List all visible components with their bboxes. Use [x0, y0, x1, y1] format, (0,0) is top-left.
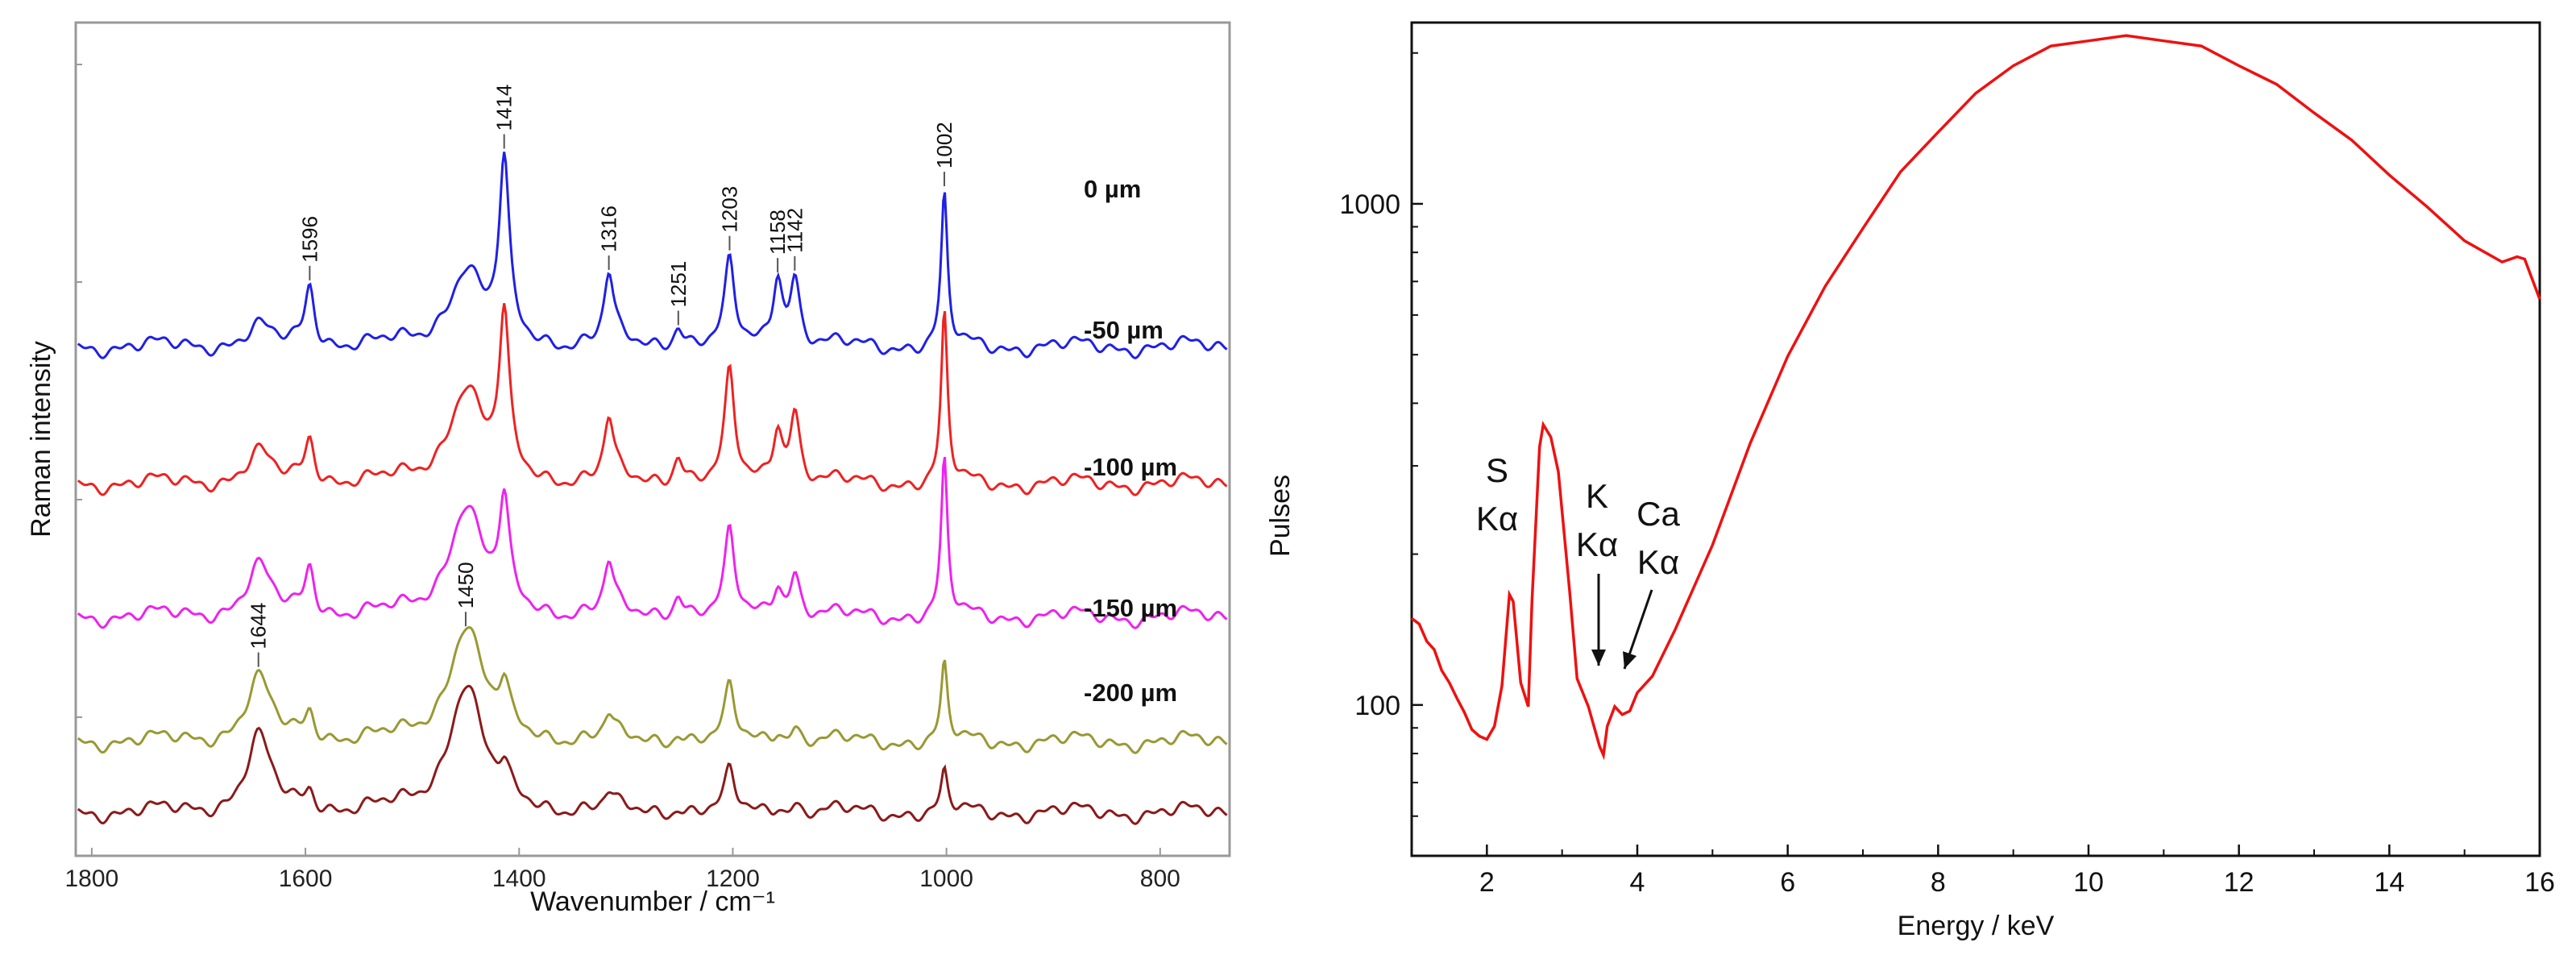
peak-label-1316: 1316 — [597, 205, 621, 252]
xrf-x-tick-14: 14 — [2374, 867, 2404, 898]
peak-label-1203: 1203 — [717, 186, 741, 233]
xrf-y-tick-1000: 1000 — [1339, 189, 1400, 220]
raman-trace-0-m — [77, 152, 1228, 359]
raman-trace-200-m — [77, 684, 1228, 825]
trace-label-50-m: -50 µm — [1084, 316, 1164, 344]
raman-x-tick-1800: 1800 — [65, 865, 119, 892]
annotation-s-line: Kα — [1476, 500, 1518, 538]
trace-label-200-m: -200 µm — [1084, 679, 1177, 707]
raman-trace-100-m — [77, 456, 1228, 629]
xrf-x-tick-6: 6 — [1780, 867, 1795, 898]
annotation-k-arrowhead — [1591, 650, 1606, 666]
xrf-x-tick-8: 8 — [1931, 867, 1946, 898]
xrf-y-axis-title: Pulses — [1265, 475, 1296, 557]
raman-y-axis-title: Raman intensity — [26, 341, 56, 538]
raman-x-tick-1200: 1200 — [706, 865, 760, 892]
peak-label-1251: 1251 — [666, 261, 691, 308]
peak-label-1142: 1142 — [782, 208, 807, 253]
raman-x-tick-1000: 1000 — [919, 865, 973, 892]
xrf-x-tick-16: 16 — [2524, 867, 2555, 898]
xrf-x-tick-2: 2 — [1479, 867, 1495, 898]
annotation-s-element: S — [1486, 451, 1508, 489]
trace-label-150-m: -150 µm — [1084, 594, 1177, 622]
raman-x-tick-1400: 1400 — [492, 865, 546, 892]
peak-label-1002: 1002 — [932, 122, 956, 168]
trace-label-0-m: 0 µm — [1084, 175, 1141, 203]
annotation-k-line: Kα — [1576, 525, 1618, 563]
raman-trace-50-m — [77, 303, 1228, 496]
peak-label-1596: 1596 — [297, 216, 321, 263]
xrf-x-tick-12: 12 — [2224, 867, 2255, 898]
xrf-plot-frame — [1410, 21, 2541, 857]
xrf-spectrum-line — [1410, 34, 2541, 761]
raman-x-tick-1600: 1600 — [279, 865, 333, 892]
xrf-y-tick-100: 100 — [1354, 691, 1400, 721]
xrf-x-axis-title: Energy / keV — [1898, 911, 2055, 941]
peak-label-1644: 1644 — [247, 603, 271, 650]
raman-x-tick-800: 800 — [1140, 865, 1180, 892]
trace-label-100-m: -100 µm — [1084, 453, 1177, 481]
raman-plot-frame — [74, 21, 1231, 857]
raman-trace-150-m — [77, 625, 1228, 754]
annotation-ca-element: Ca — [1636, 495, 1680, 533]
xrf-chart: 2 4 6 8 10 12 14 16 100 1000 S Kα K Kα Ca Kα Energy / … — [1265, 21, 2555, 941]
xrf-x-tick-10: 10 — [2073, 867, 2104, 898]
xrf-x-tick-4: 4 — [1630, 867, 1645, 898]
peak-label-1414: 1414 — [492, 85, 516, 131]
annotation-ca-line: Kα — [1637, 543, 1679, 581]
peak-label-1450: 1450 — [454, 562, 478, 608]
annotation-k-element: K — [1586, 477, 1608, 515]
annotation-ca-arrowhead — [1623, 651, 1637, 669]
peak-label-1158: 1158 — [765, 210, 790, 255]
raman-x-axis-title: Wavenumber / cm⁻¹ — [530, 886, 775, 917]
